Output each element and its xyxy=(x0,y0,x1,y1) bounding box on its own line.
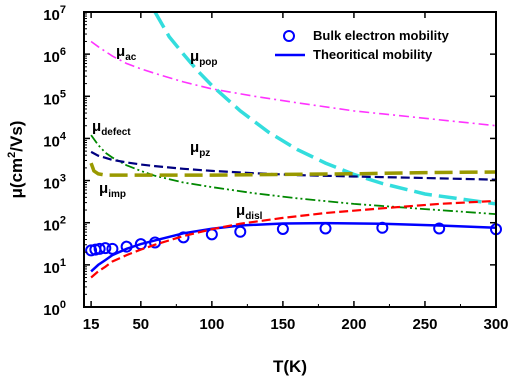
y-tick-label: 102 xyxy=(43,215,66,235)
series-bulk-electron-mobility xyxy=(85,221,502,257)
y-tick-label: 101 xyxy=(43,257,66,277)
data-point xyxy=(93,242,106,255)
label-mu-defect: μdefect xyxy=(92,118,131,138)
series-line-mu-imp xyxy=(89,162,496,177)
series-line-mu-pop xyxy=(153,12,496,206)
label-mu-ac: μac xyxy=(116,43,137,63)
data-point xyxy=(319,222,332,235)
series-line-mu-defect xyxy=(90,134,496,215)
y-tick-label: 106 xyxy=(43,46,66,66)
y-tick-label: 103 xyxy=(43,173,66,193)
legend-entry: Bulk electron mobility xyxy=(313,28,450,43)
label-mu-imp: μimp xyxy=(99,180,126,200)
y-tick-label: 105 xyxy=(43,88,66,108)
x-tick-label: 300 xyxy=(483,316,508,333)
data-point xyxy=(234,225,247,238)
series-line-mu-pz xyxy=(90,150,496,181)
data-point xyxy=(99,242,112,255)
axes: 15 50 100 150 200 250 300 100 101 102 103 104 105 106… xyxy=(43,4,508,333)
x-tick-label: 50 xyxy=(132,316,149,333)
x-axis-title: T(K) xyxy=(273,357,307,376)
x-tick-label: 150 xyxy=(270,316,295,333)
x-tick-label: 250 xyxy=(412,316,437,333)
series-annotations: μac μpop μdefect μpz μimp μdisl xyxy=(92,43,263,222)
x-tick-label: 200 xyxy=(341,316,366,333)
x-tick-label: 100 xyxy=(199,316,224,333)
plot-frame xyxy=(83,11,497,308)
label-mu-pz: μpz xyxy=(190,139,210,159)
label-mu-disl: μdisl xyxy=(236,202,263,222)
data-point xyxy=(205,228,218,241)
label-mu-pop: μpop xyxy=(190,48,218,68)
y-tick-label: 100 xyxy=(43,299,66,319)
y-axis-title: μ(cm2/Vs) xyxy=(6,121,26,199)
series-layer xyxy=(85,12,502,279)
series-line-mu-disl xyxy=(90,199,496,279)
series-line-theoritical-mobility xyxy=(90,221,496,273)
legend-marker-bulk xyxy=(283,30,295,42)
data-point xyxy=(433,222,446,235)
legend: Bulk electron mobility Theoritical mobili… xyxy=(275,28,450,62)
data-point xyxy=(276,222,289,235)
series-line-mu-ac xyxy=(90,40,496,127)
legend-entry: Theoritical mobility xyxy=(313,47,433,62)
y-tick-label: 104 xyxy=(43,130,67,150)
y-tick-label: 107 xyxy=(43,4,66,24)
x-tick-label: 15 xyxy=(83,316,100,333)
